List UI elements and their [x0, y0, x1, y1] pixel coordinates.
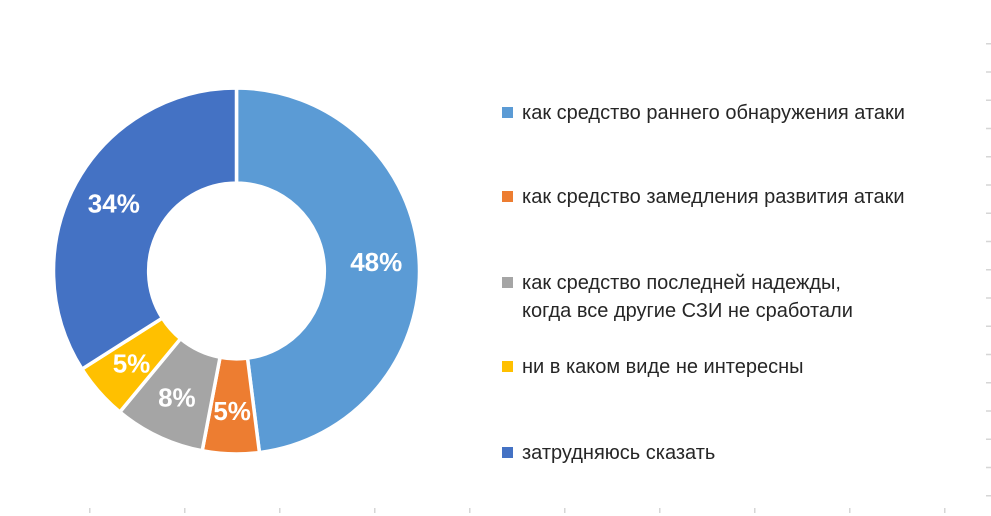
data-label-2: 8% — [158, 383, 196, 413]
legend-swatch-icon — [502, 447, 513, 458]
legend-label: ни в каком виде не интересны — [522, 356, 804, 378]
legend-label: как средство последней надежды, когда вс… — [522, 272, 853, 322]
legend-label: как средство замедления развития атаки — [522, 186, 905, 208]
gridline-tick-right — [986, 382, 991, 384]
legend-item-4: затрудняюсь сказать — [502, 439, 715, 467]
gridline-tick-bottom — [279, 508, 281, 513]
gridline-tick-bottom — [184, 508, 186, 513]
gridline-tick-right — [986, 466, 991, 469]
gridline-tick-right — [986, 353, 991, 356]
legend-label: затрудняюсь сказать — [522, 442, 716, 464]
gridline-tick-right — [986, 240, 991, 243]
gridline-tick-right — [986, 212, 991, 214]
pie-slice-0 — [234, 86, 422, 455]
gridline-tick-bottom — [469, 508, 471, 513]
gridline-tick-right — [986, 43, 991, 45]
legend-swatch-icon — [502, 107, 513, 118]
gridline-tick-right — [986, 297, 991, 299]
legend-swatch-icon — [502, 191, 513, 202]
data-label-4: 34% — [88, 189, 140, 219]
gridline-tick-right — [986, 495, 991, 497]
gridline-tick-bottom — [659, 508, 661, 513]
legend-item-3: ни в каком виде не интересны — [502, 353, 803, 381]
gridline-tick-right — [986, 410, 991, 412]
data-label-0: 48% — [350, 247, 402, 277]
legend-label: как средство раннего обнаружения атаки — [522, 102, 905, 124]
legend-item-0: как средство раннего обнаружения атаки — [502, 99, 905, 127]
gridline-tick-bottom — [944, 508, 946, 513]
legend-swatch-icon — [502, 361, 513, 372]
legend-item-1: как средство замедления развития атаки — [502, 183, 905, 211]
data-label-1: 5% — [213, 396, 251, 426]
gridline-tick-right — [986, 184, 991, 186]
pie-slice-4 — [51, 86, 239, 372]
legend-item-2: как средство последней надежды, когда вс… — [502, 269, 853, 325]
gridline-tick-right — [986, 438, 991, 440]
gridline-tick-right — [986, 71, 991, 73]
gridline-tick-right — [986, 127, 991, 130]
gridline-tick-right — [986, 156, 991, 158]
gridline-tick-bottom — [754, 508, 756, 513]
gridline-tick-bottom — [849, 508, 851, 513]
gridline-tick-bottom — [89, 508, 91, 513]
legend-swatch-icon — [502, 277, 513, 288]
gridline-tick-bottom — [374, 508, 376, 513]
gridline-tick-right — [986, 269, 991, 271]
data-label-3: 5% — [113, 349, 151, 379]
gridline-tick-right — [986, 325, 991, 327]
gridline-tick-right — [986, 99, 991, 101]
gridline-tick-bottom — [564, 508, 566, 513]
